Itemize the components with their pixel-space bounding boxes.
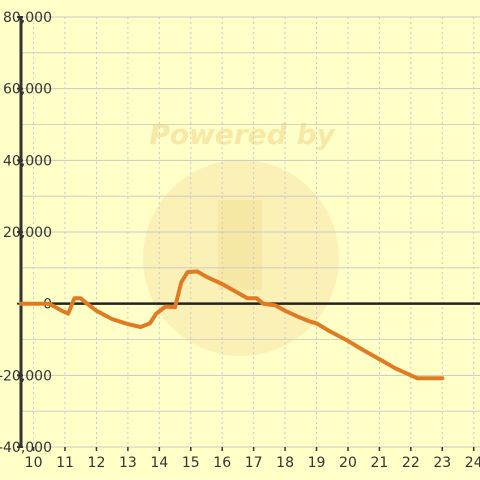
x-tick-label: 23 <box>433 455 451 471</box>
x-tick-label: 20 <box>339 455 357 471</box>
x-tick-label: 14 <box>150 455 168 471</box>
y-tick-label: -40,000 <box>0 440 52 456</box>
y-tick-label: -20,000 <box>0 368 52 384</box>
axes <box>17 16 480 451</box>
y-tick-label: 20,000 <box>3 225 52 241</box>
x-tick-label: 15 <box>182 455 200 471</box>
grid <box>21 16 480 448</box>
x-tick-label: 18 <box>276 455 294 471</box>
x-tick-label: 11 <box>56 455 74 471</box>
y-tick-label: 80,000 <box>3 10 52 26</box>
y-tick-label: 60,000 <box>3 82 52 98</box>
x-tick-label: 12 <box>88 455 106 471</box>
x-tick-label: 19 <box>308 455 326 471</box>
watermark-logo-mark <box>218 200 262 290</box>
x-tick-label: 21 <box>370 455 388 471</box>
x-axis-labels: 10 11 12 13 14 15 16 17 18 19 20 21 22 23 24 <box>25 455 480 471</box>
x-tick-label: 24 <box>465 455 480 471</box>
x-tick-label: 17 <box>245 455 263 471</box>
x-tick-label: 13 <box>119 455 137 471</box>
watermark-text: Powered by <box>149 118 336 151</box>
x-tick-label: 16 <box>213 455 231 471</box>
y-tick-label: 40,000 <box>3 153 52 169</box>
x-tick-label: 10 <box>25 455 43 471</box>
watermark: Powered by <box>143 118 339 356</box>
x-tick-label: 22 <box>402 455 420 471</box>
series-line <box>19 269 445 381</box>
series-layer <box>19 269 445 381</box>
